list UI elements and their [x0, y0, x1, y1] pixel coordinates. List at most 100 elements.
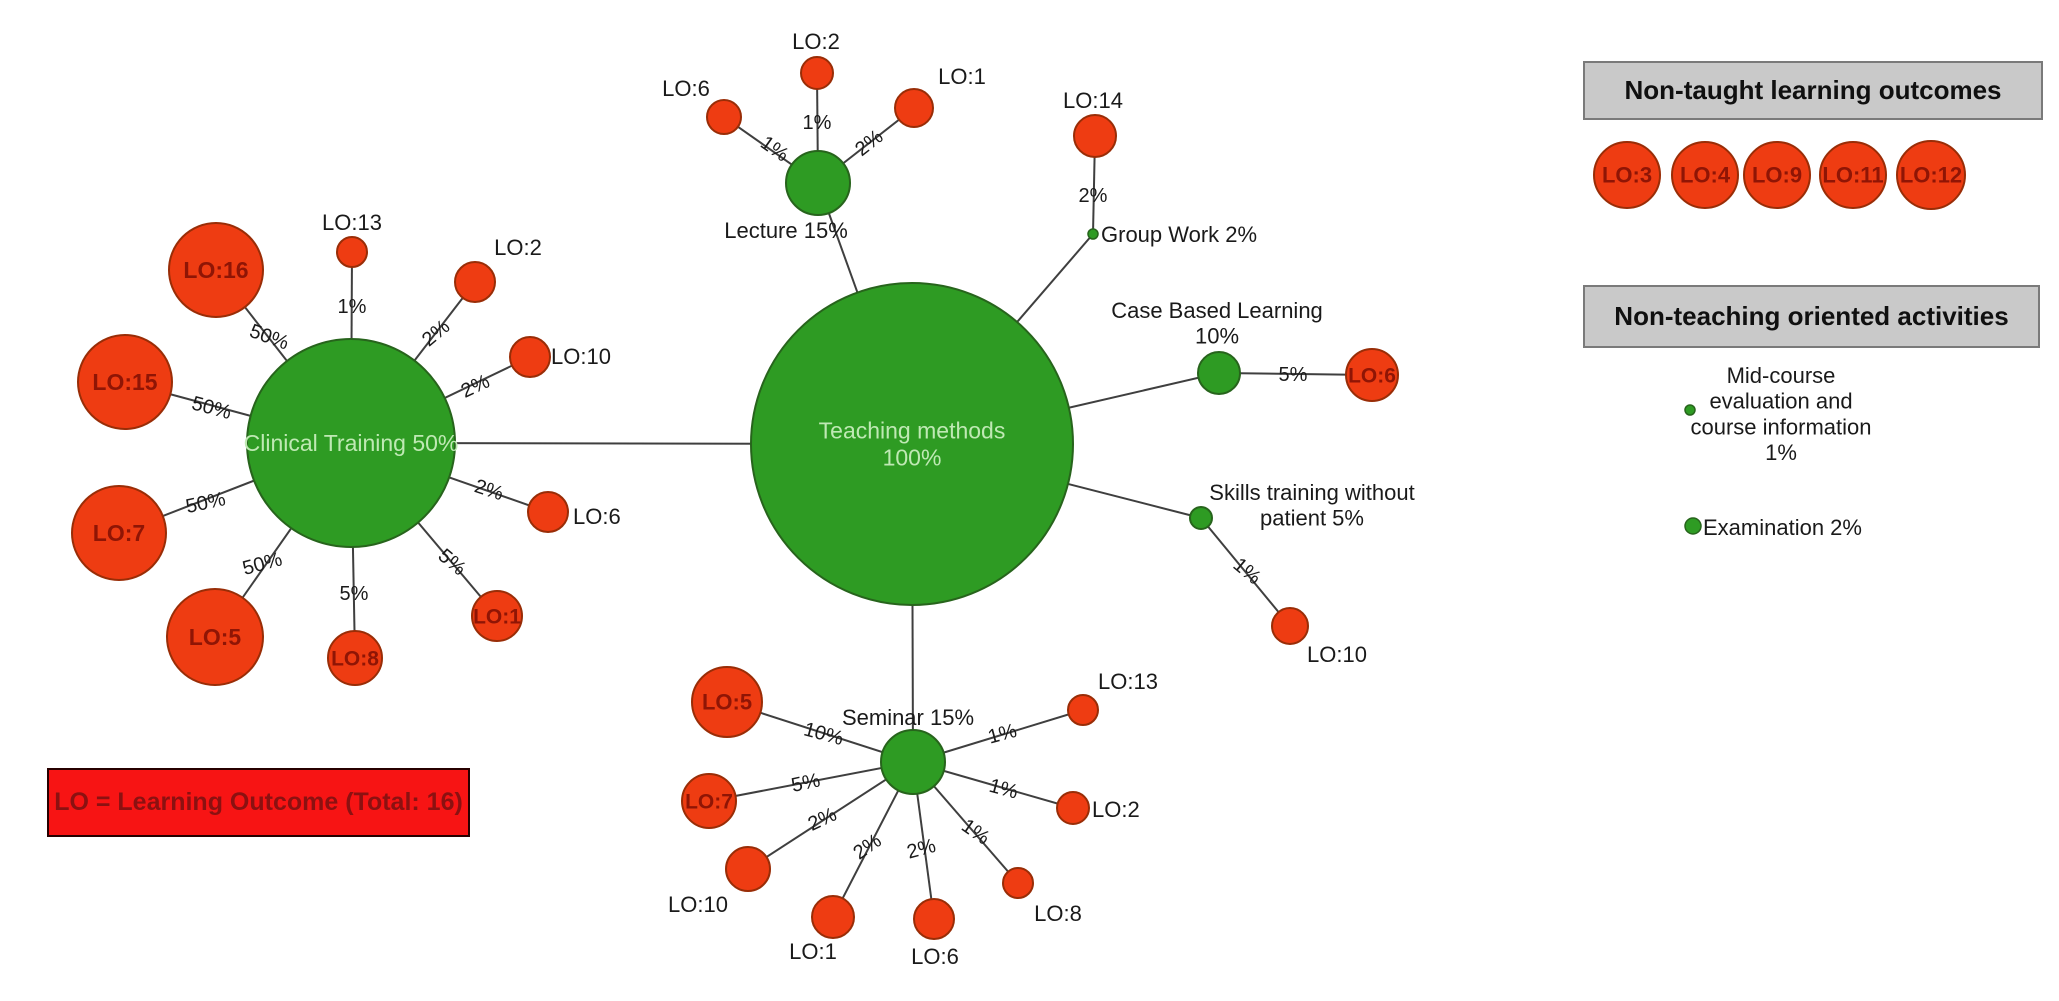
label-clinical-lo15: LO:15: [92, 369, 157, 395]
node-seminar-lo13[interactable]: [1067, 694, 1099, 726]
node-nontaught-lo9[interactable]: [1743, 141, 1811, 209]
node-seminar-lo5[interactable]: [691, 666, 763, 738]
node-clinical-lo13[interactable]: [336, 236, 368, 268]
node-clinical-lo2[interactable]: [454, 261, 496, 303]
edge-weight-label: 5%: [789, 769, 822, 797]
label-lecture-lo6: LO:6: [662, 76, 710, 101]
node-lecture[interactable]: [785, 150, 851, 216]
label-mid-course-evaluation: 1%: [1765, 440, 1797, 465]
label-seminar-lo2: LO:2: [1092, 797, 1140, 822]
label-mid-course-evaluation: evaluation and: [1709, 389, 1852, 414]
edge-weight-label: 50%: [246, 320, 291, 354]
label-seminar-lo6: LO:6: [911, 944, 959, 969]
node-cbl-lo6[interactable]: [1345, 348, 1399, 402]
edge-weight-label: 10%: [801, 718, 846, 750]
label-seminar-lo8: LO:8: [1034, 901, 1082, 926]
node-seminar-lo2[interactable]: [1056, 791, 1090, 825]
node-clinical-lo10[interactable]: [509, 336, 551, 378]
label-lecture-lo2: LO:2: [792, 29, 840, 54]
edge-weight-label: 2%: [905, 835, 939, 864]
node-seminar-lo1[interactable]: [811, 895, 855, 939]
edge-weight-label: 5%: [340, 583, 369, 605]
label-seminar-lo5: LO:5: [702, 690, 752, 715]
node-seminar-lo10[interactable]: [725, 846, 771, 892]
label-cbl-lo6: LO:6: [1348, 364, 1396, 387]
node-lecture-lo2[interactable]: [800, 56, 834, 90]
label-clinical-lo7: LO:7: [93, 520, 145, 546]
node-clinical-lo1[interactable]: [471, 590, 523, 642]
node-nontaught-lo3[interactable]: [1593, 141, 1661, 209]
label-clinical-lo8: LO:8: [331, 647, 379, 670]
edge-weight-label: 2%: [418, 316, 454, 352]
label-groupwork-lo14: LO:14: [1063, 88, 1123, 113]
label-seminar-lo1: LO:1: [789, 939, 837, 964]
label-lecture-lo1: LO:1: [938, 64, 986, 89]
node-case-based-learning[interactable]: [1197, 351, 1241, 395]
node-teaching-methods[interactable]: [750, 282, 1074, 606]
node-clinical-lo7[interactable]: [71, 485, 167, 581]
label-skills-training: Skills training without: [1209, 480, 1414, 505]
node-clinical-lo15[interactable]: [77, 334, 173, 430]
label-nontaught-lo3: LO:3: [1602, 163, 1652, 188]
node-clinical-lo6[interactable]: [527, 491, 569, 533]
label-clinical-training: Clinical Training 50%: [244, 430, 459, 456]
edge-weight-label: 50%: [189, 392, 234, 424]
node-mid-course-evaluation[interactable]: [1684, 404, 1696, 416]
label-clinical-lo6: LO:6: [573, 504, 621, 529]
node-clinical-training[interactable]: [246, 338, 456, 548]
label-seminar: Seminar 15%: [842, 705, 974, 730]
node-skills-training[interactable]: [1189, 506, 1213, 530]
label-teaching-methods: 100%: [883, 445, 942, 471]
edge-weight-label: 1%: [803, 112, 832, 134]
panel-header-non-teaching-oriented-activities: Non-teaching oriented activities: [1583, 285, 2040, 348]
node-skills-lo10[interactable]: [1271, 607, 1309, 645]
legend-box: LO = Learning Outcome (Total: 16): [47, 768, 470, 837]
label-mid-course-evaluation: Mid-course: [1727, 363, 1836, 388]
label-seminar-lo10: LO:10: [668, 892, 728, 917]
edge-weight-label: 2%: [805, 803, 841, 835]
label-clinical-lo10: LO:10: [551, 344, 611, 369]
label-group-work: Group Work 2%: [1101, 222, 1257, 247]
label-clinical-lo2: LO:2: [494, 235, 542, 260]
label-nontaught-lo12: LO:12: [1900, 163, 1962, 188]
node-examination[interactable]: [1684, 517, 1702, 535]
node-seminar-lo6[interactable]: [913, 898, 955, 940]
label-case-based-learning: 10%: [1195, 324, 1239, 349]
label-seminar-lo7: LO:7: [685, 790, 733, 813]
edge-weight-label: 2%: [849, 830, 885, 865]
node-groupwork-lo14[interactable]: [1073, 114, 1117, 158]
node-nontaught-lo12[interactable]: [1896, 140, 1966, 210]
node-seminar[interactable]: [880, 729, 946, 795]
label-clinical-lo13: LO:13: [322, 210, 382, 235]
label-case-based-learning: Case Based Learning: [1111, 298, 1323, 323]
edge-weight-label: 2%: [1079, 185, 1108, 207]
label-examination: Examination 2%: [1703, 515, 1862, 540]
edge-weight-label: 2%: [851, 126, 887, 161]
edge-weight-label: 2%: [472, 475, 506, 505]
label-nontaught-lo11: LO:11: [1822, 163, 1883, 188]
label-skills-lo10: LO:10: [1307, 642, 1367, 667]
edge-weight-label: 2%: [458, 370, 494, 402]
node-seminar-lo8[interactable]: [1002, 867, 1034, 899]
label-lecture: Lecture 15%: [724, 218, 848, 243]
node-clinical-lo5[interactable]: [166, 588, 264, 686]
edge-line: [1200, 517, 1291, 627]
label-clinical-lo5: LO:5: [189, 624, 242, 650]
label-mid-course-evaluation: course information: [1691, 414, 1872, 439]
label-seminar-lo13: LO:13: [1098, 669, 1158, 694]
node-clinical-lo8[interactable]: [327, 630, 383, 686]
edge-weight-label: 1%: [986, 720, 1020, 749]
label-clinical-lo1: LO:1: [473, 605, 521, 628]
node-lecture-lo1[interactable]: [894, 88, 934, 128]
node-clinical-lo16[interactable]: [168, 222, 264, 318]
label-clinical-lo16: LO:16: [183, 257, 248, 283]
edge-weight-label: 50%: [240, 548, 285, 580]
edge-weight-label: 1%: [338, 296, 367, 318]
node-lecture-lo6[interactable]: [706, 99, 742, 135]
node-group-work[interactable]: [1087, 228, 1099, 240]
node-nontaught-lo11[interactable]: [1819, 141, 1887, 209]
node-nontaught-lo4[interactable]: [1671, 141, 1739, 209]
node-seminar-lo7[interactable]: [681, 773, 737, 829]
edge-weight-label: 50%: [184, 488, 228, 518]
